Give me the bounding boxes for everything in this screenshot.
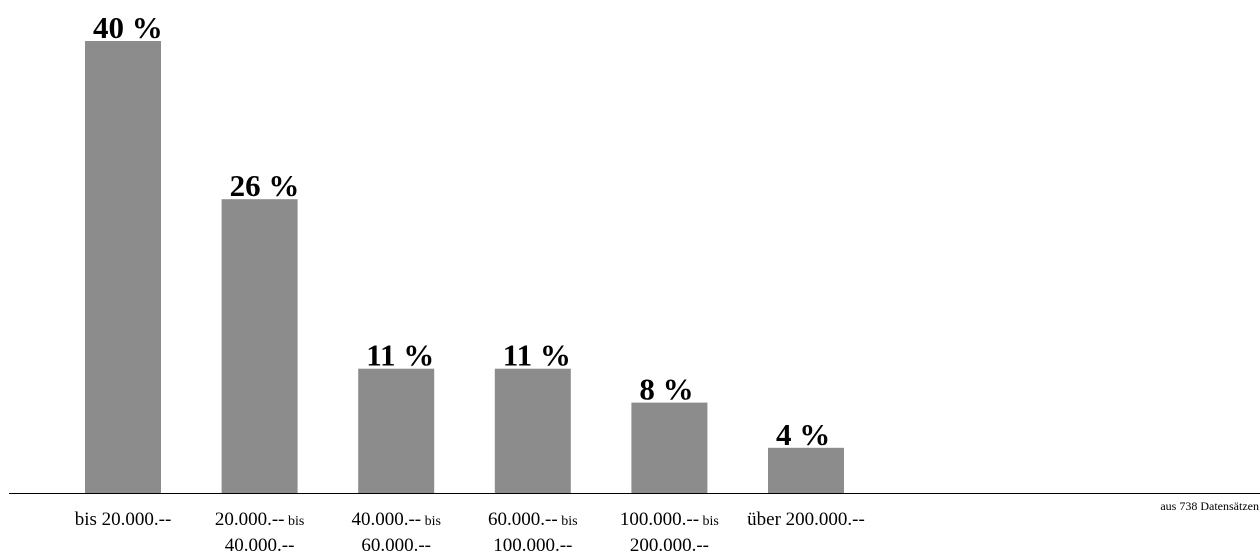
- category-label-connector: bis: [284, 514, 305, 529]
- value-label-5: 8 %: [639, 372, 693, 407]
- category-label-5: 100.000.-- bis 200.000.--: [601, 508, 737, 558]
- category-label-line2: 60.000.--: [361, 535, 432, 556]
- value-label-3: 11 %: [366, 338, 434, 373]
- category-label-line1: 100.000.-- bis: [601, 508, 737, 534]
- category-label-line2: 100.000.--: [493, 535, 573, 556]
- value-label-4: 11 %: [503, 338, 571, 373]
- bars-group: [85, 41, 844, 493]
- category-label-line1: bis 20.000.--: [55, 508, 191, 532]
- category-label-line1: über 200.000.--: [738, 508, 874, 532]
- category-label-2: 20.000.-- bis 40.000.--: [192, 508, 328, 558]
- value-label-2: 26 %: [230, 168, 300, 203]
- value-labels-group: 40 % 26 % 11 % 11 % 8 % 4 %: [93, 10, 830, 452]
- category-label-text: über 200.000.--: [747, 509, 865, 530]
- category-label-line1: 60.000.-- bis: [465, 508, 601, 534]
- category-label-text: 40.000.--: [351, 509, 422, 530]
- value-label-6: 4 %: [776, 417, 830, 452]
- category-label-connector: bis: [557, 514, 578, 529]
- category-label-text: bis 20.000.--: [74, 509, 172, 530]
- category-label-line1: 20.000.-- bis: [192, 508, 328, 534]
- category-label-3: 40.000.-- bis 60.000.--: [328, 508, 464, 558]
- category-label-connector: bis: [421, 514, 441, 529]
- bar-6: [768, 447, 844, 493]
- category-label-text: 100.000.--: [619, 509, 700, 530]
- bar-4: [494, 368, 571, 493]
- bar-1: [85, 41, 161, 493]
- bar-2: [221, 199, 298, 493]
- value-label-1: 40 %: [93, 10, 163, 45]
- category-label-6: über 200.000.--: [738, 508, 874, 532]
- category-label-line2: 200.000.--: [629, 535, 709, 556]
- category-label-text: 60.000.--: [488, 509, 558, 530]
- category-label-line1: 40.000.-- bis: [328, 508, 464, 534]
- category-label-1: bis 20.000.--: [55, 508, 191, 532]
- category-label-connector: bis: [699, 514, 719, 529]
- category-label-line2: 40.000.--: [224, 535, 295, 556]
- bar-5: [631, 402, 708, 493]
- category-label-text: 20.000.--: [214, 509, 285, 530]
- category-label-4: 60.000.-- bis 100.000.--: [465, 508, 601, 558]
- bar-3: [358, 368, 435, 493]
- record-count-note: aus 738 Datensätzen: [1160, 499, 1259, 513]
